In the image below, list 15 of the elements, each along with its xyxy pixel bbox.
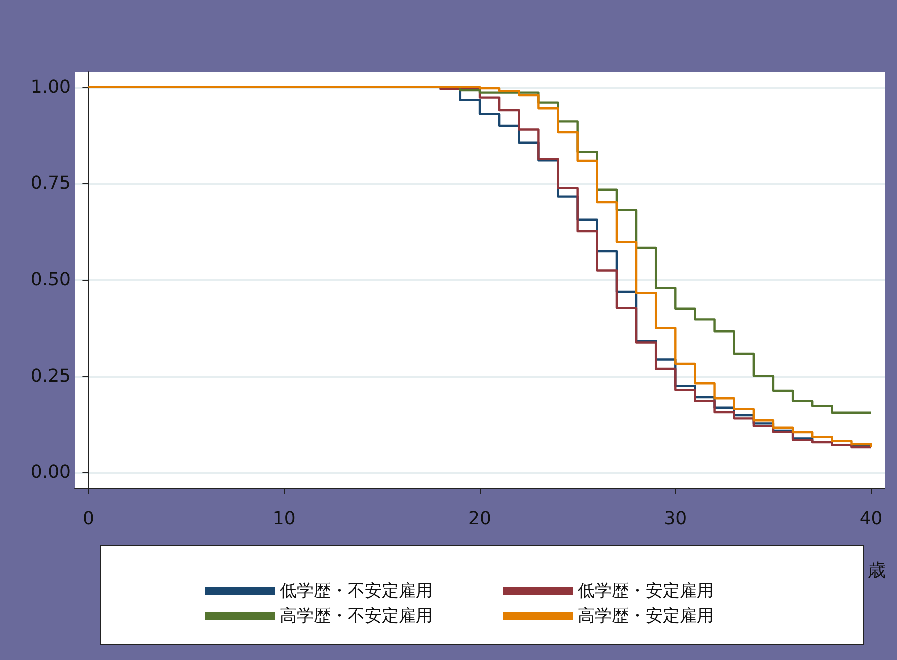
x-tick-label: 10 <box>272 508 296 530</box>
x-tick-label: 0 <box>82 508 94 530</box>
x-tick-label: 30 <box>664 508 688 530</box>
x-tick-label: 20 <box>468 508 492 530</box>
y-tick-label: 0.50 <box>30 270 71 290</box>
legend-label: 高学歴・不安定雇用 <box>280 606 433 626</box>
legend-label: 高学歴・安定雇用 <box>578 606 714 626</box>
y-tick-label: 0.00 <box>30 462 71 484</box>
y-tick-label: 0.25 <box>30 366 71 387</box>
y-tick-label: 0.75 <box>30 173 71 194</box>
legend-label: 低学歴・不安定雇用 <box>280 582 433 602</box>
legend-label: 低学歴・安定雇用 <box>578 582 714 602</box>
x-tick-label: 40 <box>860 508 883 530</box>
x-axis-title: 歳 <box>868 560 886 582</box>
y-tick-label: 1.00 <box>30 76 71 98</box>
